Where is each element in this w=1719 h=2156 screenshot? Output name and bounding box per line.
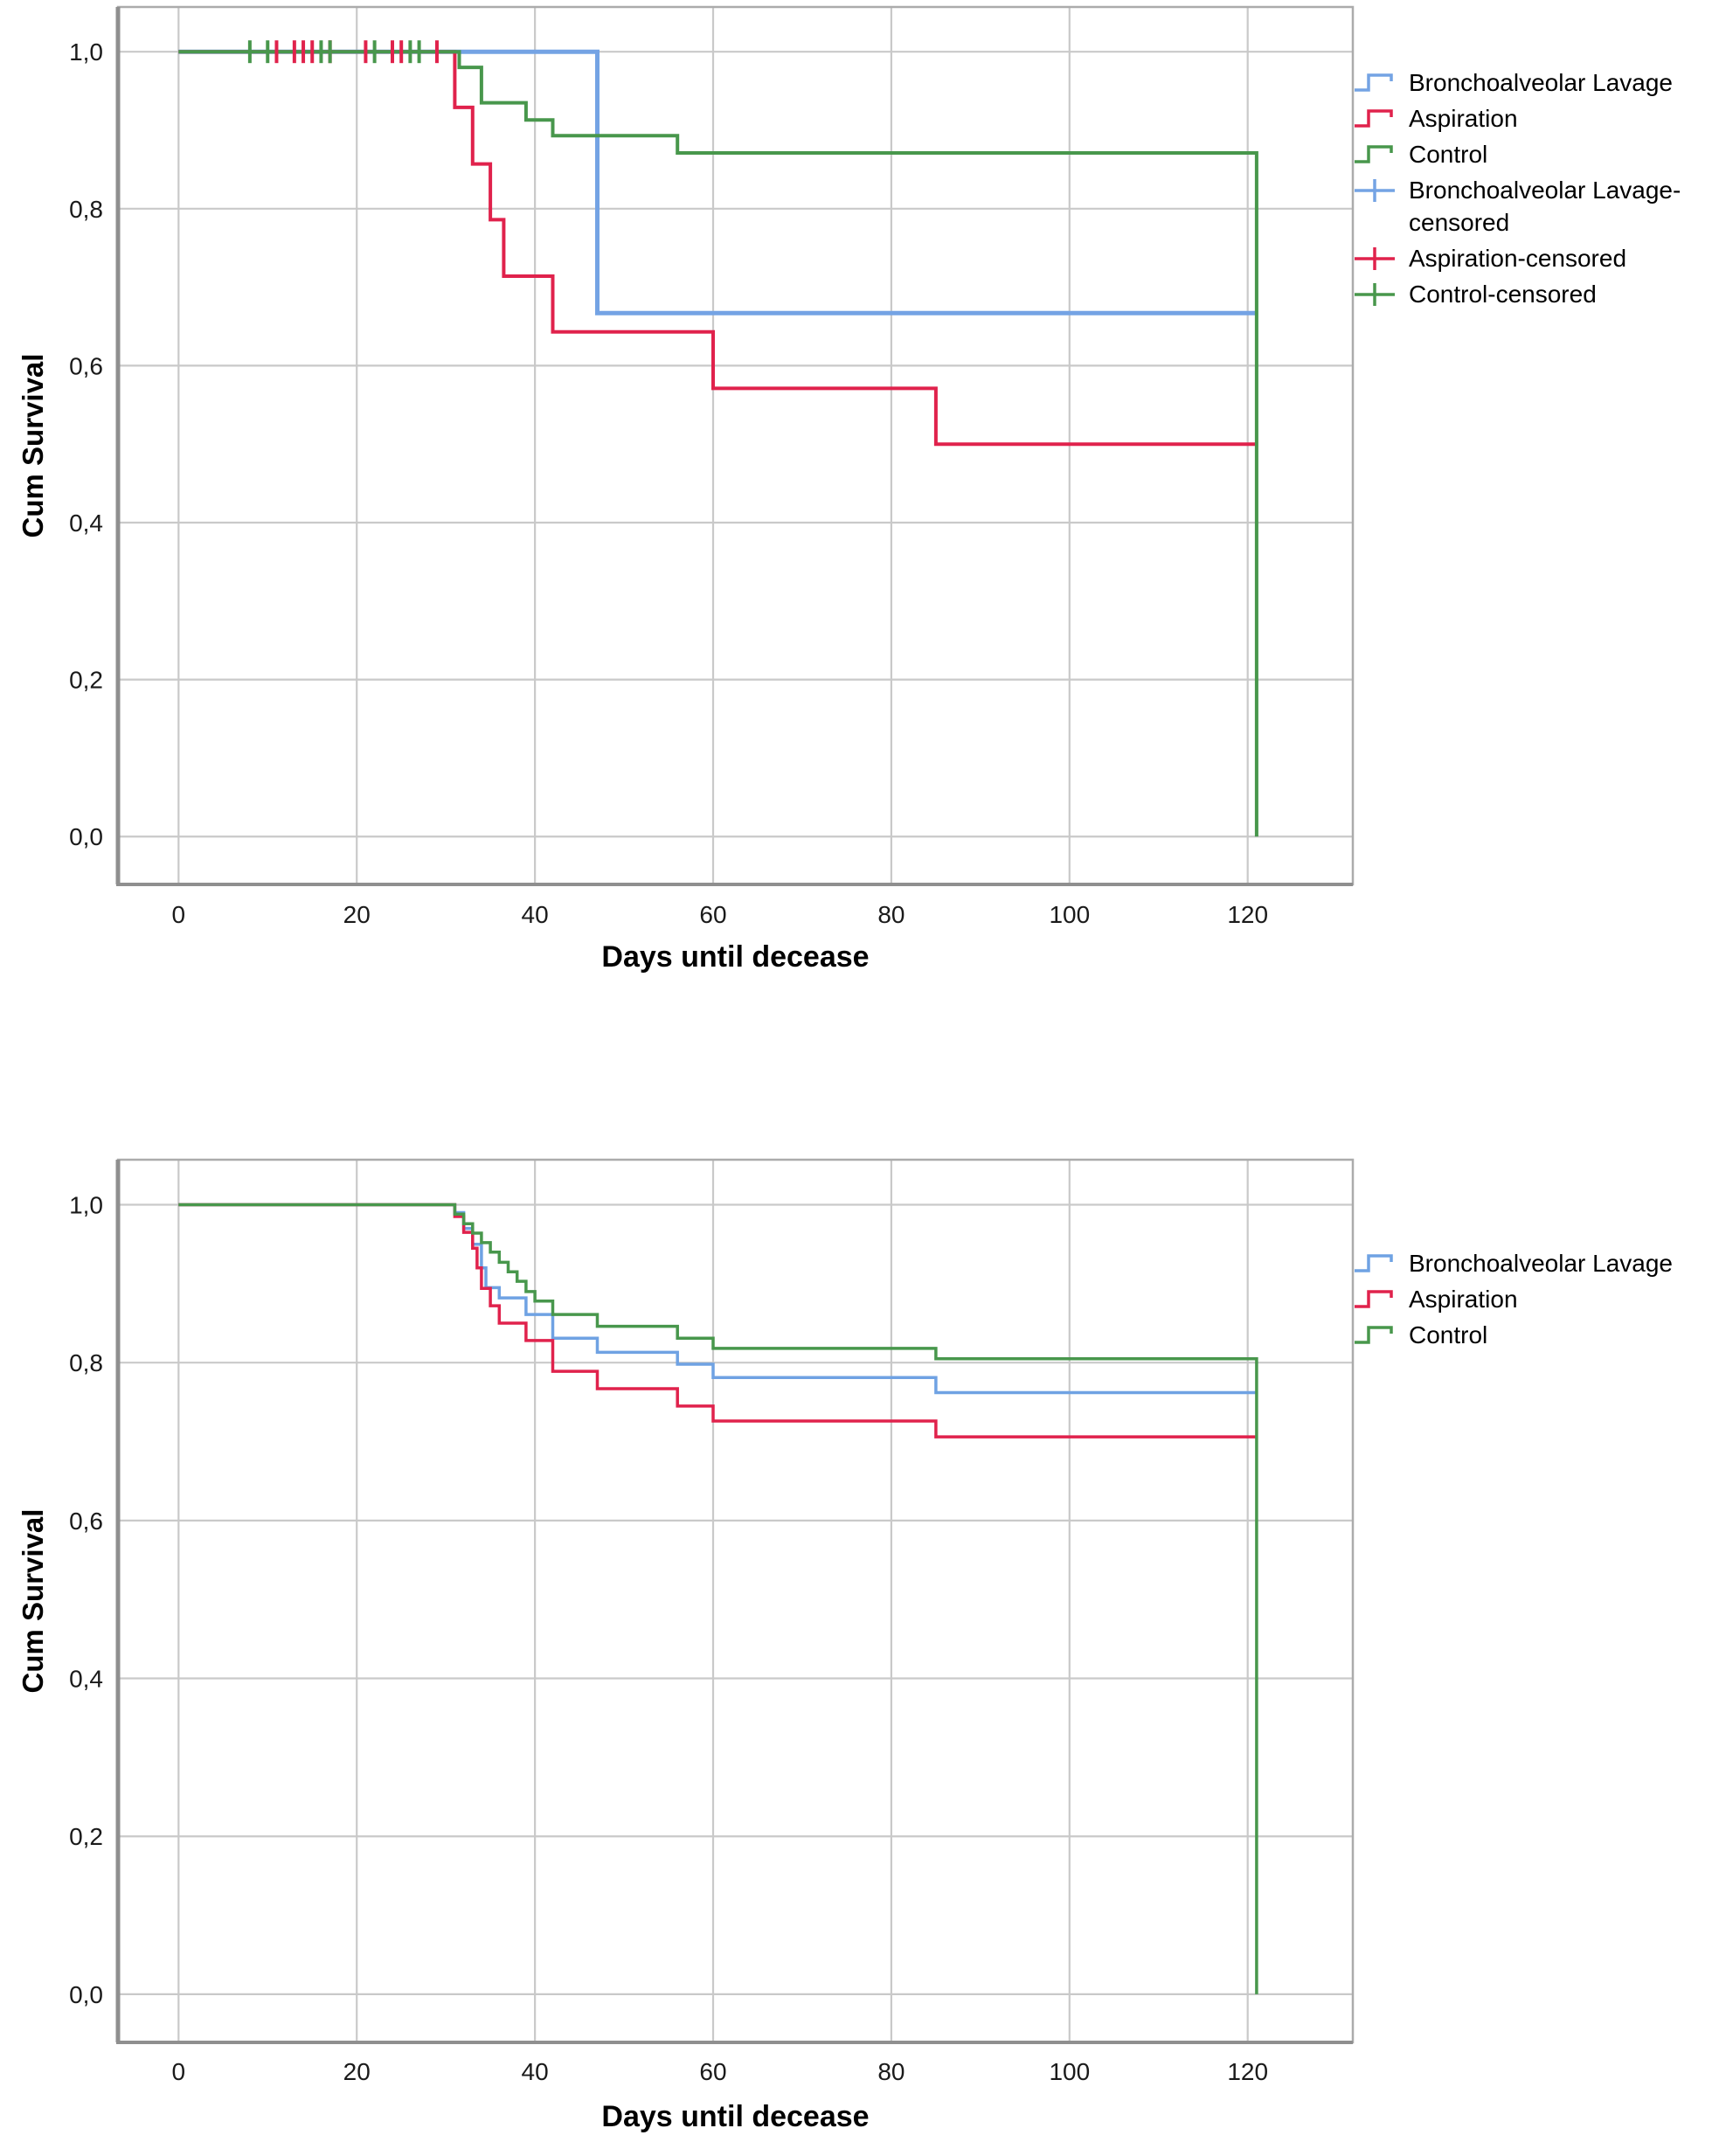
series-control <box>178 1203 1258 1994</box>
legend-item: Bronchoalveolar Lavage-censored <box>1353 174 1719 239</box>
series-bronchoalveolar-lavage <box>178 49 1257 315</box>
legend-label: Control <box>1409 1321 1488 1348</box>
x-axis-tick-label: 40 <box>522 2058 549 2085</box>
step-line-icon <box>1355 145 1393 163</box>
legend-item: Control <box>1353 138 1719 170</box>
y-axis-title: Cum Survival <box>17 1508 49 1694</box>
x-axis-tick-label: 20 <box>343 901 371 928</box>
step-line-icon <box>1355 1254 1393 1272</box>
series-control <box>178 50 1258 837</box>
y-axis-tick-label: 1,0 <box>69 38 103 66</box>
km-plot-bottom: 0 20 40 60 80 100 120 0,0 0,2 0,4 0,6 0,8 1,0 Cum Su… <box>0 1136 1719 2156</box>
legend-1: Bronchoalveolar Lavage Aspiration Control <box>1353 1247 1673 1351</box>
legend-label: Bronchoalveolar Lavage <box>1409 1250 1673 1277</box>
y-axis-tick-label: 0,6 <box>69 352 103 379</box>
chart-svg-1: 0 20 40 60 80 100 120 0,0 0,2 0,4 0,6 0,8 1,0 <box>69 1158 1355 2085</box>
y-axis-tick-label: 1,0 <box>69 1191 103 1218</box>
legend-label: Aspiration <box>1409 105 1518 132</box>
y-axis-tick-label: 0,6 <box>69 1508 103 1535</box>
x-axis-tick-label: 80 <box>877 901 905 928</box>
legend-label: Control-censored <box>1409 281 1597 308</box>
y-axis-tick-label: 0,8 <box>69 1349 103 1376</box>
legend-item: Control-censored <box>1353 278 1719 310</box>
step-line-icon <box>1355 109 1393 128</box>
y-axis-tick-label: 0,4 <box>69 1666 103 1693</box>
y-axis-tick-label: 0,0 <box>69 1981 103 2008</box>
legend-label: Bronchoalveolar Lavage <box>1409 69 1673 96</box>
x-axis-tick-label: 120 <box>1227 901 1268 928</box>
x-axis-title: Days until decease <box>601 2100 870 2133</box>
series-bronchoalveolar-lavage <box>178 1203 1257 1395</box>
legend-0: Bronchoalveolar Lavage Aspiration Control B… <box>1353 66 1719 310</box>
x-axis-tick-label: 20 <box>343 2058 371 2085</box>
x-axis-tick-label: 60 <box>699 2058 726 2085</box>
y-axis-tick-label: 0,2 <box>69 1823 103 1850</box>
x-axis-title: Days until decease <box>601 940 870 974</box>
y-axis-tick-label: 0,8 <box>69 196 103 223</box>
legend-item: Control <box>1353 1319 1673 1351</box>
step-line-icon <box>1355 73 1393 92</box>
x-axis-tick-label: 0 <box>172 2058 186 2085</box>
legend-item: Bronchoalveolar Lavage <box>1353 66 1719 99</box>
censored-plus-icon <box>1355 247 1395 270</box>
censored-plus-icon <box>1355 283 1395 306</box>
series-aspiration <box>178 1203 1257 1438</box>
step-line-icon <box>1355 1326 1393 1344</box>
y-axis-tick-label: 0,4 <box>69 510 103 537</box>
x-axis-tick-label: 100 <box>1049 901 1090 928</box>
legend-item: Aspiration <box>1353 1283 1673 1315</box>
x-axis-tick-label: 100 <box>1049 2058 1090 2085</box>
x-axis-tick-label: 40 <box>522 901 549 928</box>
legend-item: Aspiration <box>1353 102 1719 135</box>
y-axis-title: Cum Survival <box>17 353 49 538</box>
km-plot-top: 0 20 40 60 80 100 120 0,0 0,2 0,4 0,6 0,8 1,0 Cum Su… <box>0 0 1719 1014</box>
step-line-icon <box>1355 1290 1393 1308</box>
x-axis-tick-label: 0 <box>172 901 186 928</box>
legend-label: Aspiration-censored <box>1409 245 1627 272</box>
legend-item: Bronchoalveolar Lavage <box>1353 1247 1673 1279</box>
legend-item: Aspiration-censored <box>1353 242 1719 274</box>
plot-frame <box>116 1158 1355 2044</box>
y-axis-tick-label: 0,2 <box>69 667 103 694</box>
series-aspiration <box>178 50 1257 447</box>
legend-label: Aspiration <box>1409 1286 1518 1313</box>
x-axis-tick-label: 120 <box>1227 2058 1268 2085</box>
legend-label: Bronchoalveolar Lavage-censored <box>1409 177 1681 236</box>
legend-label: Control <box>1409 141 1488 168</box>
chart-svg-0: 0 20 40 60 80 100 120 0,0 0,2 0,4 0,6 0,8 1,0 <box>69 5 1355 928</box>
y-axis-tick-label: 0,0 <box>69 823 103 850</box>
x-axis-tick-label: 80 <box>877 2058 905 2085</box>
x-axis-tick-label: 60 <box>699 901 726 928</box>
censored-plus-icon <box>1355 179 1395 202</box>
